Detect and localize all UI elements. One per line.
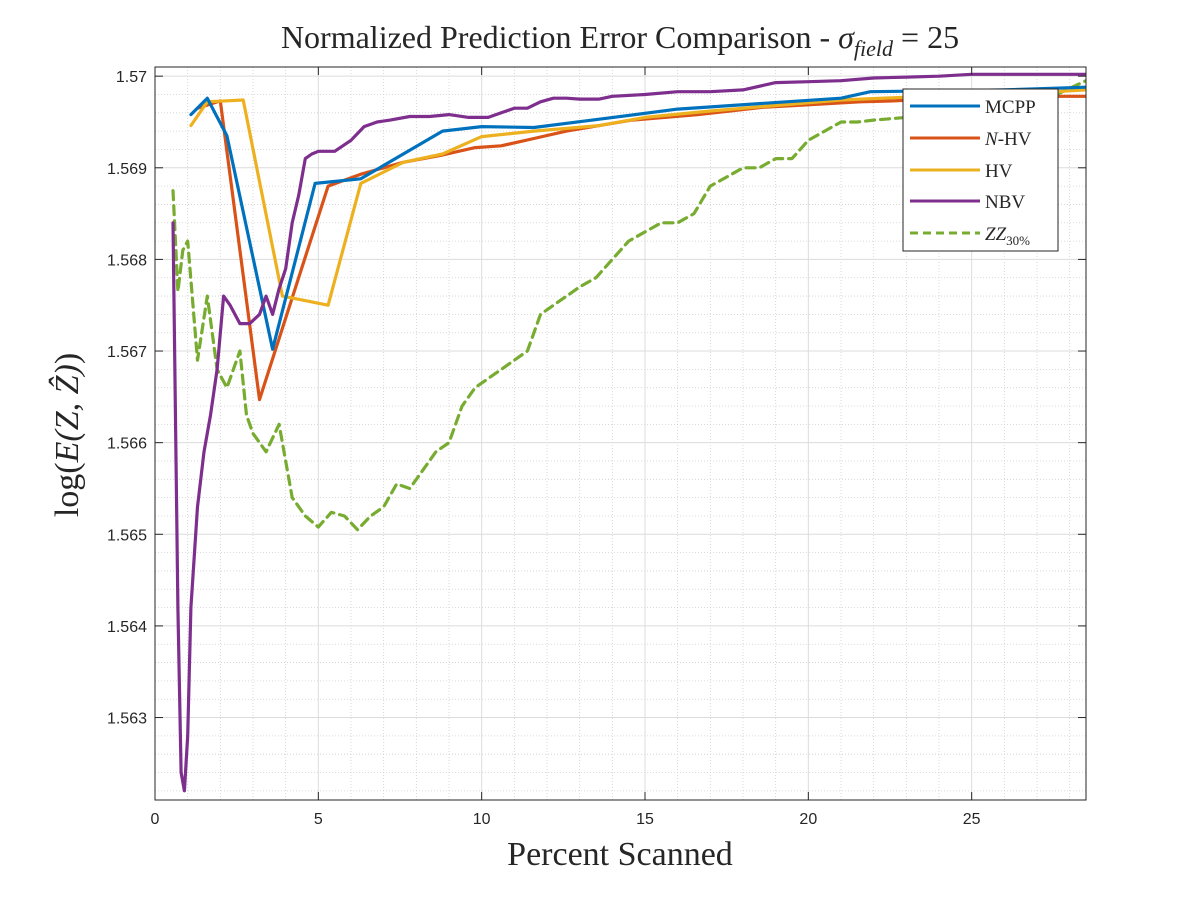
y-label-suffix: ) [49,353,86,364]
chart-title: Normalized Prediction Error Comparison -… [281,19,959,61]
legend: MCPP N-HV HV NBV ZZ30% [902,88,1059,252]
x-tick-label: 10 [473,811,491,828]
x-axis-label: Percent Scanned [507,836,733,873]
series-line-3 [171,72,1086,793]
legend-label-zz-sub: 30% [1006,233,1030,248]
minor-grid [155,67,1086,800]
legend-label-n-hv-rest: -HV [998,129,1032,150]
plot-frame [154,66,1087,801]
legend-label-nbv: NBV [985,192,1025,213]
legend-label-hv: HV [985,161,1013,182]
legend-label-zz-main: ZZ [985,224,1007,245]
x-tick-label: 20 [799,811,817,828]
y-tick-label: 1.569 [107,161,147,178]
y-tick-label: 1.564 [107,619,147,636]
series-line-0 [189,85,1086,351]
title-sigma: σ [838,19,855,55]
x-tick-label: 25 [963,811,981,828]
title-suffix: = 25 [893,19,959,55]
x-tick-label: 0 [151,811,160,828]
title-prefix: Normalized Prediction Error Comparison - [281,19,838,55]
major-grid [155,67,1086,800]
y-axis-label: log(E(Z, Ẑ)) [49,353,86,517]
series-line-4 [171,79,1086,532]
y-tick-label: 1.57 [116,69,147,86]
y-tick-label: 1.566 [107,436,147,453]
y-tick-label: 1.563 [107,711,147,728]
y-tick-label: 1.565 [107,527,147,544]
y-tick-labels: 1.563 1.564 1.565 1.566 1.567 1.568 1.569 1.57 [107,69,147,727]
y-label-prefix: log( [49,462,86,517]
x-tick-labels: 0 5 10 15 20 25 [151,811,981,828]
y-label-main: E(Z, Ẑ) [49,364,86,463]
legend-label-mcpp: MCPP [985,97,1036,118]
legend-label-n-hv: N-HV [984,129,1032,150]
legend-label-zz: ZZ30% [985,224,1030,248]
legend-label-n-hv-prefix: N [984,129,999,150]
y-tick-label: 1.568 [107,252,147,269]
title-subscript: field [854,36,894,61]
axis-ticks [154,67,1086,800]
x-tick-label: 15 [636,811,654,828]
x-tick-label: 5 [314,811,323,828]
y-tick-label: 1.567 [107,344,147,361]
